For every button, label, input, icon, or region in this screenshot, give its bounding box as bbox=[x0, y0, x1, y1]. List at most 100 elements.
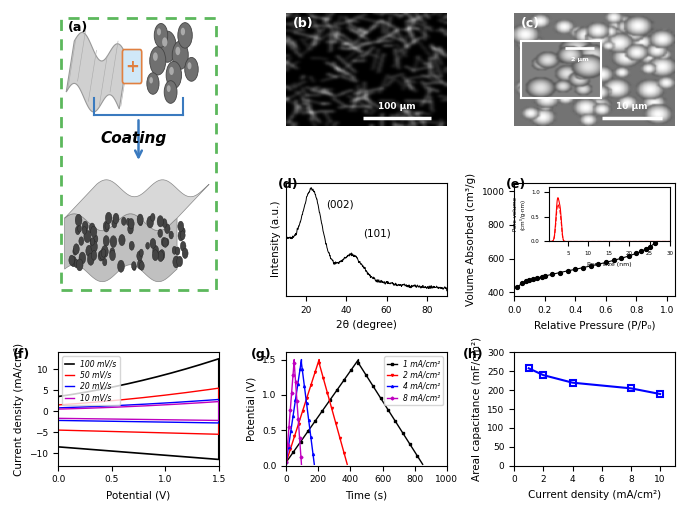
PathPatch shape bbox=[64, 214, 177, 281]
4 mA/cm² bbox=[289, 413, 297, 419]
8 mA/cm² bbox=[284, 433, 292, 439]
Circle shape bbox=[182, 228, 185, 235]
Circle shape bbox=[90, 226, 97, 237]
50 mV/s bbox=[54, 402, 62, 408]
Circle shape bbox=[169, 231, 173, 239]
Text: (a): (a) bbox=[68, 21, 88, 34]
Circle shape bbox=[86, 245, 92, 257]
1 mA/cm² bbox=[362, 372, 370, 378]
Circle shape bbox=[164, 81, 177, 103]
X-axis label: 2θ (degree): 2θ (degree) bbox=[336, 320, 397, 330]
Circle shape bbox=[112, 219, 117, 228]
Circle shape bbox=[79, 252, 86, 264]
50 mV/s bbox=[182, 389, 190, 395]
1 mA/cm² bbox=[390, 416, 398, 422]
X-axis label: Current density (mA/cm²): Current density (mA/cm²) bbox=[528, 490, 661, 500]
Circle shape bbox=[88, 253, 94, 265]
X-axis label: Time (s): Time (s) bbox=[345, 490, 388, 500]
Circle shape bbox=[87, 248, 91, 256]
Circle shape bbox=[93, 235, 98, 243]
Y-axis label: Areal capacitance (mF/cm²): Areal capacitance (mF/cm²) bbox=[472, 337, 482, 481]
50 mV/s bbox=[93, 399, 101, 405]
FancyBboxPatch shape bbox=[123, 49, 142, 83]
20 mV/s bbox=[214, 397, 223, 403]
Circle shape bbox=[146, 242, 149, 249]
Circle shape bbox=[121, 217, 126, 225]
Circle shape bbox=[119, 235, 125, 246]
Circle shape bbox=[153, 52, 158, 61]
50 mV/s bbox=[214, 385, 223, 391]
Y-axis label: Potential (V): Potential (V) bbox=[247, 377, 257, 441]
Circle shape bbox=[154, 23, 168, 47]
4 mA/cm² bbox=[295, 370, 303, 376]
Text: (h): (h) bbox=[463, 348, 484, 361]
Circle shape bbox=[77, 225, 82, 232]
Circle shape bbox=[82, 227, 87, 234]
8 mA/cm² bbox=[288, 384, 296, 390]
Circle shape bbox=[137, 214, 143, 225]
Circle shape bbox=[147, 216, 153, 228]
Text: Coating: Coating bbox=[100, 131, 166, 146]
Circle shape bbox=[75, 226, 80, 235]
100 mV/s bbox=[214, 457, 223, 463]
20 mV/s bbox=[159, 400, 167, 406]
Circle shape bbox=[158, 251, 164, 262]
Circle shape bbox=[76, 259, 83, 271]
10 mV/s bbox=[159, 402, 167, 408]
Circle shape bbox=[73, 244, 79, 254]
Circle shape bbox=[180, 231, 185, 240]
Circle shape bbox=[185, 58, 198, 81]
Circle shape bbox=[157, 28, 161, 36]
1 mA/cm² bbox=[308, 422, 316, 429]
2 mA/cm² bbox=[292, 426, 301, 432]
Circle shape bbox=[110, 250, 116, 261]
Text: +: + bbox=[125, 58, 139, 75]
50 mV/s bbox=[54, 427, 62, 433]
Text: (101): (101) bbox=[363, 229, 391, 239]
50 mV/s bbox=[214, 431, 223, 437]
Circle shape bbox=[90, 239, 95, 246]
4 mA/cm² bbox=[282, 459, 290, 465]
Circle shape bbox=[110, 248, 115, 257]
Circle shape bbox=[90, 238, 95, 245]
100 mV/s bbox=[214, 356, 223, 362]
PathPatch shape bbox=[64, 180, 209, 231]
20 mV/s bbox=[172, 419, 180, 426]
Circle shape bbox=[178, 231, 184, 241]
Circle shape bbox=[74, 260, 79, 268]
Text: (d): (d) bbox=[278, 178, 299, 191]
8 mA/cm² bbox=[296, 437, 304, 443]
4 mA/cm² bbox=[285, 438, 293, 444]
8 mA/cm² bbox=[291, 379, 299, 385]
Text: (b): (b) bbox=[292, 17, 313, 30]
8 mA/cm² bbox=[282, 459, 290, 465]
10 mV/s bbox=[182, 401, 190, 407]
Circle shape bbox=[103, 236, 110, 246]
20 mV/s bbox=[54, 405, 62, 411]
20 mV/s bbox=[54, 417, 62, 423]
Circle shape bbox=[69, 255, 75, 265]
Circle shape bbox=[153, 245, 159, 256]
Circle shape bbox=[166, 85, 171, 92]
Circle shape bbox=[172, 246, 177, 254]
2 mA/cm² bbox=[315, 356, 323, 362]
8 mA/cm² bbox=[286, 414, 294, 420]
Text: 10 μm: 10 μm bbox=[616, 102, 648, 111]
1 mA/cm² bbox=[342, 373, 351, 379]
Text: (f): (f) bbox=[13, 348, 31, 361]
Circle shape bbox=[113, 213, 119, 224]
100 mV/s bbox=[142, 450, 150, 457]
Circle shape bbox=[147, 73, 159, 94]
Circle shape bbox=[165, 239, 169, 246]
Circle shape bbox=[137, 251, 142, 261]
Circle shape bbox=[98, 251, 104, 261]
8 mA/cm² bbox=[297, 461, 306, 467]
2 mA/cm² bbox=[327, 402, 335, 408]
10 mV/s bbox=[93, 405, 101, 411]
10 mV/s bbox=[214, 399, 223, 405]
Circle shape bbox=[103, 221, 110, 232]
Circle shape bbox=[188, 62, 192, 69]
100 mV/s bbox=[182, 366, 190, 372]
Circle shape bbox=[164, 224, 170, 234]
8 mA/cm² bbox=[287, 395, 295, 401]
